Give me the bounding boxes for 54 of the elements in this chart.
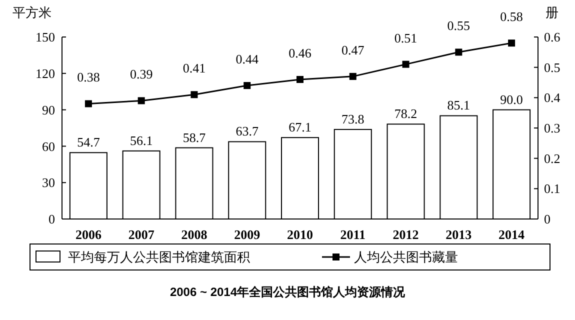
text: 2006 ~ 2014年全国公共图书馆人均资源情况 <box>170 285 406 300</box>
x-tick-label: 2012 <box>392 227 419 242</box>
data-label: 0.46 <box>288 45 312 60</box>
y2-tick-label: 0.4 <box>544 90 561 106</box>
point <box>244 82 251 90</box>
point <box>138 97 145 104</box>
y-tick-label: 30 <box>42 175 55 190</box>
x-tick-label: 2007 <box>128 227 155 242</box>
y-tick-label: 0 <box>48 212 55 227</box>
y2-tick-label: 0 <box>544 212 550 227</box>
point <box>455 48 462 56</box>
y2-tick-label: 0.5 <box>544 60 560 75</box>
x-tick-label: 2013 <box>446 227 472 242</box>
y-tick-label: 90 <box>42 102 55 118</box>
data-label: 0.47 <box>342 42 365 58</box>
data-label: 67.1 <box>288 120 312 135</box>
x-tick-label: 2010 <box>287 227 313 242</box>
data-label: 56.1 <box>130 132 153 148</box>
data-label: 78.2 <box>394 106 418 122</box>
point <box>402 60 410 68</box>
x-tick-label: 2006 <box>75 227 102 242</box>
legend-label: 人均公共图书藏量 <box>354 250 458 265</box>
x-tick-label: 2011 <box>340 227 366 242</box>
point <box>84 100 92 108</box>
data-label: 0.38 <box>77 70 100 85</box>
x-tick-label: 2009 <box>234 227 261 242</box>
data-label: 63.7 <box>236 124 259 139</box>
data-label: 0.39 <box>130 66 153 82</box>
y-axis-title: 平方米 <box>12 5 52 20</box>
y2-tick-label: 0.2 <box>544 150 560 166</box>
y-tick-label: 60 <box>42 138 55 154</box>
legend-label: 平均每万人公共图书馆建筑面积 <box>68 250 250 265</box>
point <box>508 40 516 47</box>
point <box>190 91 198 98</box>
y-tick-label: 150 <box>36 30 55 45</box>
data-label: 0.41 <box>182 60 206 76</box>
data-label: 73.8 <box>342 111 364 126</box>
data-label: 0.44 <box>236 52 259 67</box>
data-label: 0.51 <box>394 30 418 46</box>
data-label: 58.7 <box>182 130 206 145</box>
x-tick-label: 2008 <box>181 227 208 242</box>
y2-tick-label: 0.3 <box>544 120 560 136</box>
y2-tick-label: 0.6 <box>544 30 561 45</box>
data-label: 0.58 <box>500 9 523 24</box>
data-label: 54.7 <box>77 134 100 150</box>
point <box>349 72 356 80</box>
data-label: 0.55 <box>447 18 470 34</box>
x-tick-label: 2014 <box>498 227 526 242</box>
point <box>296 76 304 83</box>
y2-axis-title: 册 <box>546 5 558 20</box>
y-tick-label: 120 <box>36 66 55 81</box>
data-label: 85.1 <box>447 98 470 113</box>
data-label: 90.0 <box>500 92 523 107</box>
y2-tick-label: 0.1 <box>544 181 560 196</box>
